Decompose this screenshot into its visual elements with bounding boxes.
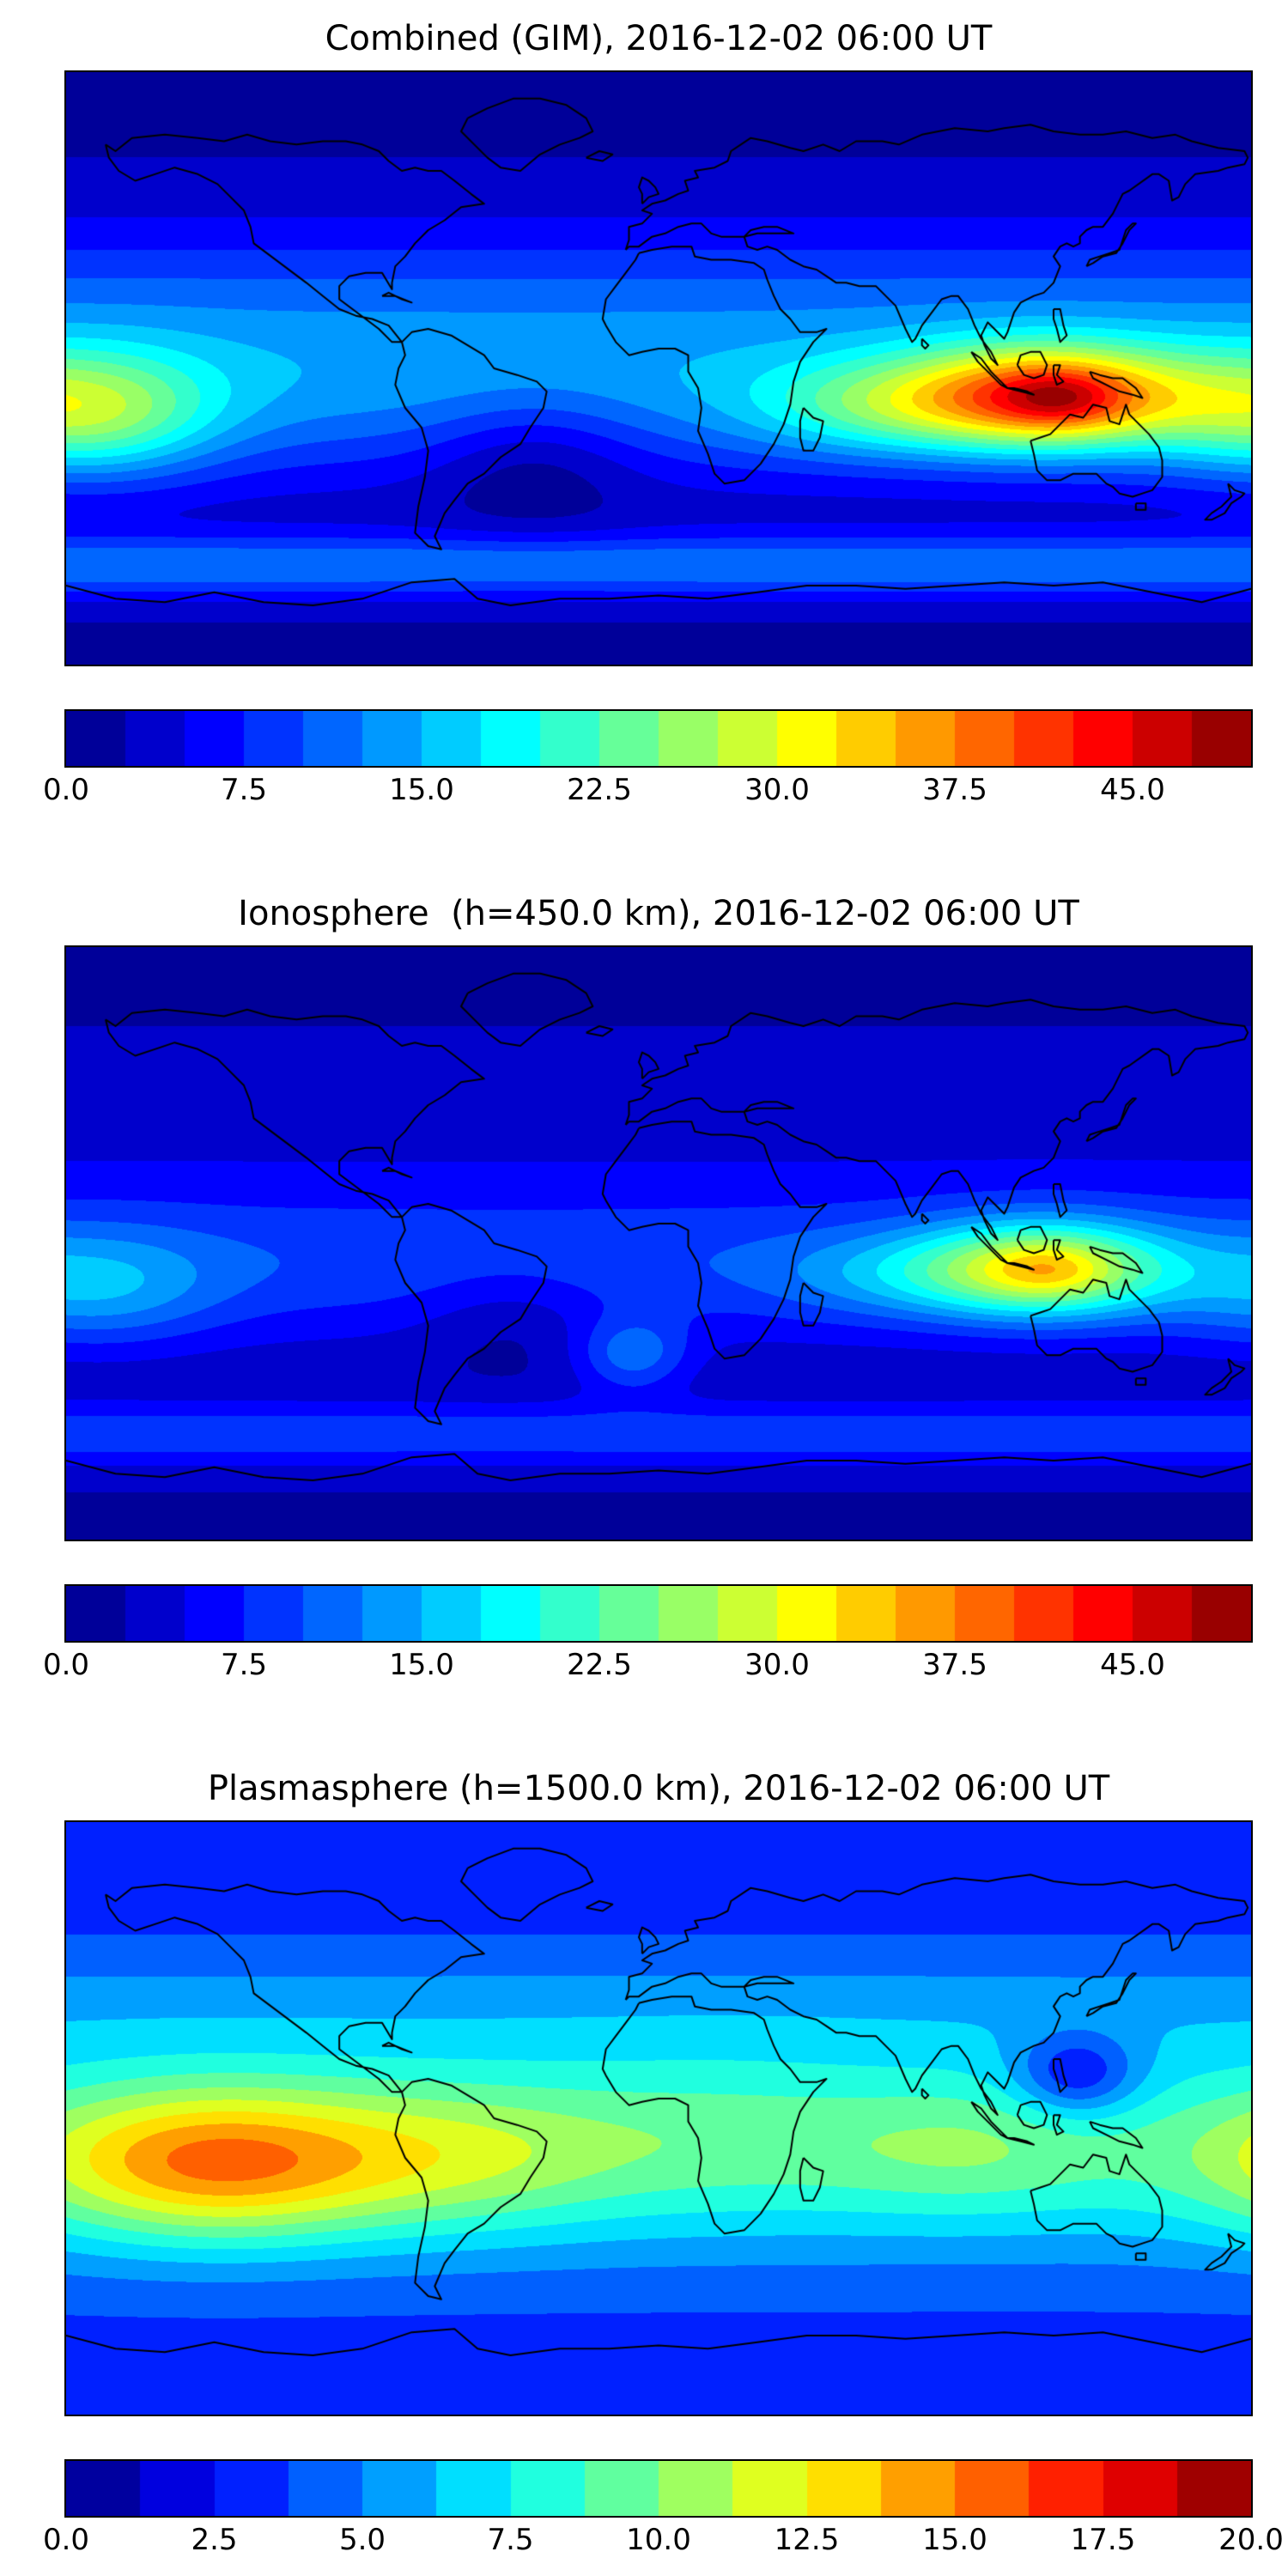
- panel-title-combined: Combined (GIM), 2016-12-02 06:00 UT: [325, 19, 993, 58]
- colorbar-tick-label: 0.0: [42, 1648, 90, 1682]
- colorbar-tick-label: 45.0: [1100, 1648, 1165, 1682]
- colorbar-tick-label: 12.5: [774, 2523, 840, 2557]
- colorbar-tick-label: 30.0: [744, 773, 810, 807]
- colorbar-tick-label: 2.5: [191, 2523, 238, 2557]
- colorbar-tick-labels-ionosphere: 0.0 7.5 15.0 22.5 30.0 37.5 45.0: [43, 1648, 1253, 1686]
- colorbar-tick-label: 7.5: [487, 2523, 534, 2557]
- panel-plasmasphere: Plasmasphere (h=1500.0 km), 2016-12-02 0…: [43, 1767, 1284, 2561]
- panel-title-plasmasphere: Plasmasphere (h=1500.0 km), 2016-12-02 0…: [207, 1769, 1110, 1808]
- colorbar-ionosphere: [64, 1584, 1253, 1643]
- colorbar-combined: [64, 709, 1253, 768]
- colorbar-tick-label: 5.0: [338, 2523, 386, 2557]
- colorbar-tick-label: 30.0: [744, 1648, 810, 1682]
- colorbar-plasmasphere: [64, 2459, 1253, 2518]
- colorbar-tick-label: 7.5: [220, 1648, 268, 1682]
- world-map-combined: [64, 70, 1253, 666]
- world-map-ionosphere: [64, 945, 1253, 1541]
- world-map-plasmasphere: [64, 1820, 1253, 2416]
- colorbar-tick-label: 37.5: [922, 1648, 987, 1682]
- panel-combined-gim: Combined (GIM), 2016-12-02 06:00 UT 0.0 7…: [43, 17, 1253, 811]
- colorbar-tick-label: 15.0: [389, 773, 454, 807]
- colorbar-tick-label: 45.0: [1100, 773, 1165, 807]
- colorbar-tick-labels-plasmasphere: 0.0 2.5 5.0 7.5 10.0 12.5 15.0 17.5 20.0: [43, 2523, 1284, 2561]
- colorbar-tick-label: 15.0: [389, 1648, 454, 1682]
- colorbar-tick-label: 0.0: [42, 773, 90, 807]
- colorbar-tick-label: 7.5: [220, 773, 268, 807]
- colorbar-tick-labels-combined: 0.0 7.5 15.0 22.5 30.0 37.5 45.0: [43, 773, 1253, 811]
- colorbar-tick-label: 0.0: [42, 2523, 90, 2557]
- colorbar-tick-label: 17.5: [1070, 2523, 1136, 2557]
- panel-ionosphere: Ionosphere (h=450.0 km), 2016-12-02 06:0…: [43, 892, 1253, 1686]
- colorbar-tick-label: 37.5: [922, 773, 987, 807]
- colorbar-tick-label: 22.5: [567, 773, 632, 807]
- colorbar-tick-label: 22.5: [567, 1648, 632, 1682]
- panel-title-ionosphere: Ionosphere (h=450.0 km), 2016-12-02 06:0…: [238, 894, 1079, 933]
- colorbar-tick-label: 15.0: [922, 2523, 987, 2557]
- colorbar-tick-label: 20.0: [1218, 2523, 1284, 2557]
- colorbar-tick-label: 10.0: [626, 2523, 691, 2557]
